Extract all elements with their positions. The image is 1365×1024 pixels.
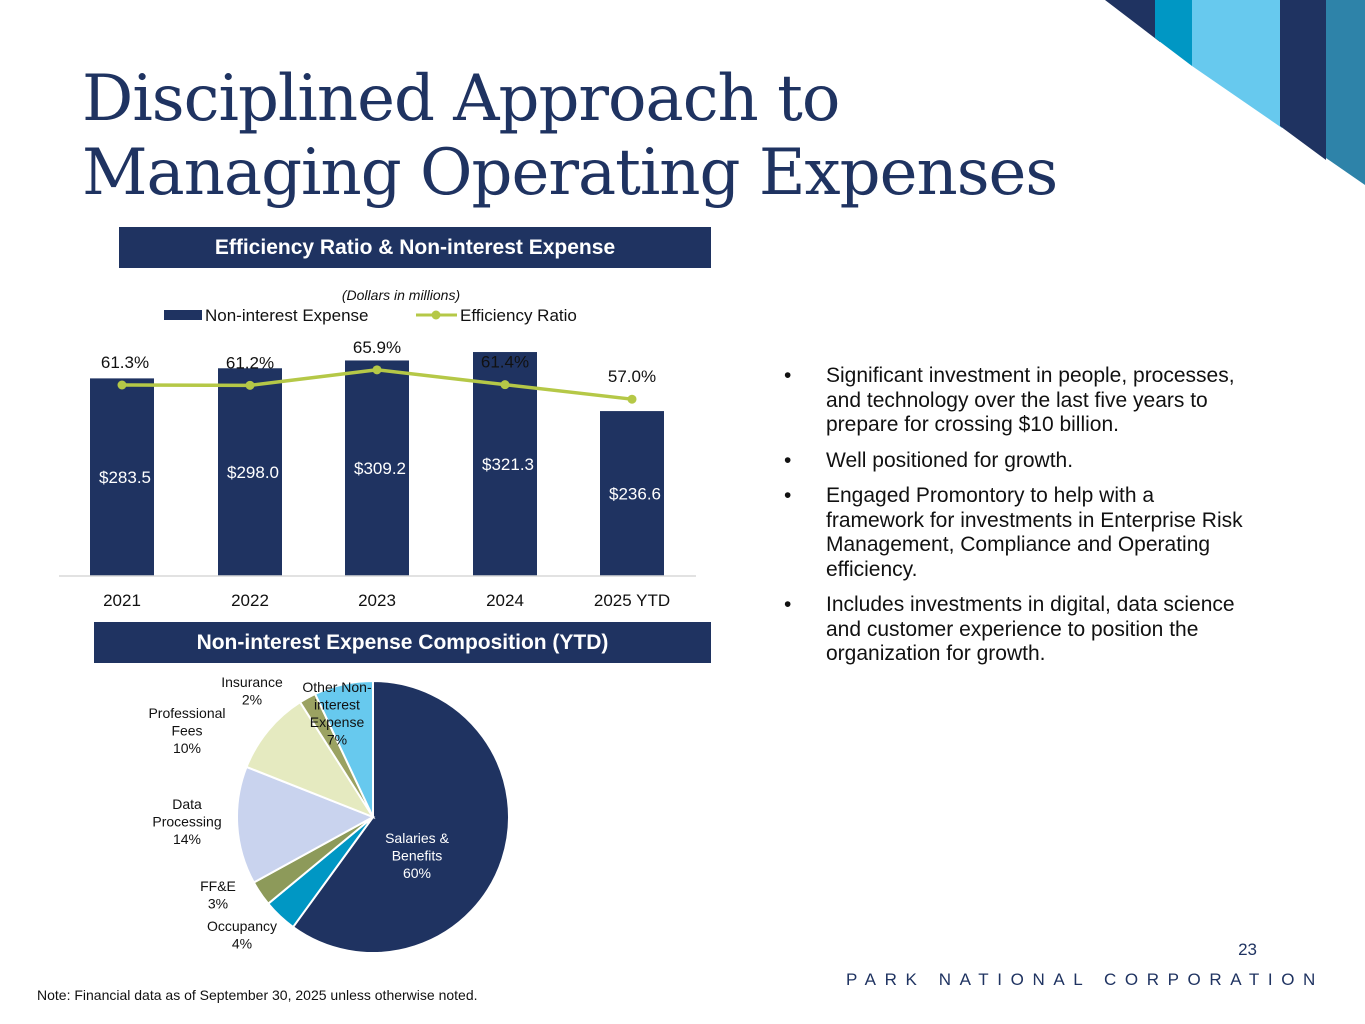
stripe-navy-2 <box>1280 0 1326 160</box>
bullet-marker: • <box>784 593 792 616</box>
efficiency-ratio-label: 61.3% <box>101 353 149 372</box>
legend-marker-line <box>431 310 441 320</box>
x-tick-label: 2021 <box>103 591 141 610</box>
efficiency-ratio-point <box>372 365 382 375</box>
pie-label-line: 2% <box>242 692 262 708</box>
efficiency-ratio-point <box>245 380 255 390</box>
stripe-teal <box>1155 0 1192 66</box>
legend-swatch-bars <box>164 310 202 320</box>
pie-label-line: Occupancy <box>207 918 277 934</box>
x-tick-label: 2023 <box>358 591 396 610</box>
bullet-item: • Significant investment in people, proce… <box>784 364 1254 438</box>
efficiency-ratio-point <box>500 380 510 390</box>
pie-label-line: FF&E <box>200 878 236 894</box>
pie-label-line: Other Non- <box>302 679 372 695</box>
bar-2023 <box>345 360 409 576</box>
efficiency-ratio-label: 61.4% <box>481 353 529 372</box>
pie-label-line: Professional <box>148 705 225 721</box>
pie-label-line: 10% <box>173 740 201 756</box>
pie-slice-label: Other Non-interest Expense 7% <box>302 679 372 748</box>
efficiency-ratio-label: 57.0% <box>608 367 656 386</box>
x-tick-label: 2025 YTD <box>594 591 670 610</box>
pie-label-line: Insurance <box>221 674 283 690</box>
pie-slice-salaries-benefits <box>291 679 510 954</box>
title-line-2: Managing Operating Expenses <box>82 136 1058 210</box>
pie-slice-label: Salaries & Benefits 60% <box>385 830 449 881</box>
page-title: Disciplined Approach to Managing Operati… <box>82 62 1058 210</box>
bar-chart-banner: Efficiency Ratio & Non-interest Expense <box>119 227 711 268</box>
efficiency-ratio-point <box>117 380 127 390</box>
legend-label-bars: Non-interest Expense <box>205 306 368 325</box>
bullet-item: • Engaged Promontory to help with a frame… <box>784 484 1254 582</box>
pie-label-line: Benefits <box>392 848 443 864</box>
stripe-light-blue <box>1192 0 1282 128</box>
pie-label-line: Expense <box>310 714 365 730</box>
bar-value-label: $283.5 <box>99 468 151 487</box>
bullet-marker: • <box>784 484 792 507</box>
stripe-steel <box>1326 0 1365 185</box>
pie-label-line: Data <box>172 796 202 812</box>
pie-slice-label: FF&E 3% <box>200 878 236 912</box>
bar-2021 <box>90 378 154 576</box>
footnote: Note: Financial data as of September 30,… <box>37 987 478 1003</box>
bullet-text: Includes investments in digital, data sc… <box>826 593 1235 665</box>
bullet-list: • Significant investment in people, proce… <box>784 364 1254 678</box>
efficiency-chart: (Dollars in millions) Non-interest Expens… <box>59 287 696 610</box>
bar-value-label: $309.2 <box>354 459 406 478</box>
pie-slice-label: Professional Fees 10% <box>148 705 225 756</box>
efficiency-ratio-point <box>627 394 637 404</box>
pie-label-line: 4% <box>232 936 252 952</box>
efficiency-ratio-label: 65.9% <box>353 338 401 357</box>
chart-subtitle: (Dollars in millions) <box>342 287 460 303</box>
pie-slice-data-processing <box>236 765 376 884</box>
pie-chart-banner: Non-interest Expense Composition (YTD) <box>94 622 711 663</box>
bullet-item: • Includes investments in digital, data s… <box>784 593 1254 667</box>
bar-value-label: $298.0 <box>227 463 279 482</box>
bar-2025-ytd <box>600 411 664 576</box>
bullet-marker: • <box>784 448 792 472</box>
pie-slice-label: Insurance 2% <box>221 674 283 708</box>
pie-label-line: 14% <box>173 831 201 847</box>
bullet-marker: • <box>784 364 792 387</box>
efficiency-ratio-label: 61.2% <box>226 353 274 372</box>
legend-label-line: Efficiency Ratio <box>460 306 577 325</box>
x-tick-label: 2024 <box>486 591 524 610</box>
bullet-text: Well positioned for growth. <box>826 448 1074 472</box>
bullet-item: • Well positioned for growth. <box>784 449 1254 474</box>
pie-label-line: 60% <box>403 865 431 881</box>
x-tick-label: 2022 <box>231 591 269 610</box>
bar-2022 <box>218 368 282 576</box>
pie-slice-professional-fees <box>245 700 376 820</box>
page-number: 23 <box>1238 940 1257 959</box>
pie-slice-label: Occupancy 4% <box>207 918 277 952</box>
pie-slice-other-non-interest-expense <box>313 679 374 818</box>
bullet-text: Engaged Promontory to help with a framew… <box>826 484 1243 581</box>
stripe-navy-1 <box>1105 0 1160 42</box>
bar-2024 <box>473 352 537 576</box>
pie-label-line: interest <box>314 697 360 713</box>
bar-value-label: $236.6 <box>609 485 661 504</box>
pie-label-line: 7% <box>327 732 347 748</box>
brand-wordmark: PARK NATIONAL CORPORATION <box>846 970 1324 989</box>
bar-value-label: $321.3 <box>482 455 534 474</box>
pie-slice-label: Data Processing 14% <box>152 796 221 847</box>
pie-label-line: Processing <box>152 814 221 830</box>
pie-label-line: Fees <box>171 723 202 739</box>
title-line-1: Disciplined Approach to <box>82 62 840 136</box>
pie-label-line: Salaries & <box>385 830 449 846</box>
pie-label-line: 3% <box>208 896 228 912</box>
bullet-text: Significant investment in people, proces… <box>826 364 1235 436</box>
expense-pie-chart: Salaries & Benefits 60% Occupancy 4% FF&E 3% Da… <box>148 674 510 954</box>
